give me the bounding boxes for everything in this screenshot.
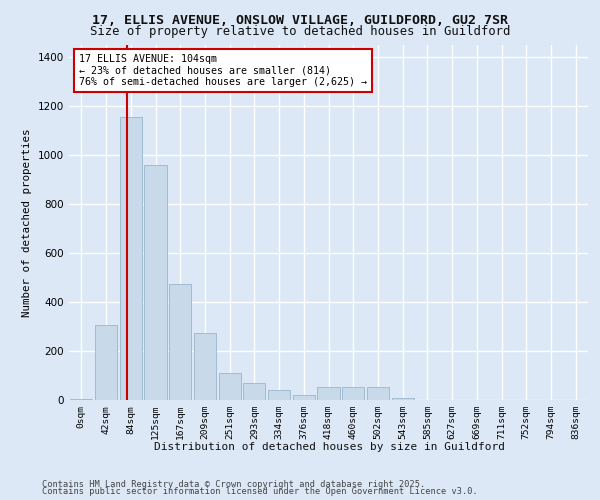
Bar — [342, 386, 364, 400]
Bar — [145, 165, 167, 400]
Text: Size of property relative to detached houses in Guildford: Size of property relative to detached ho… — [90, 25, 510, 38]
Bar — [317, 388, 340, 400]
Bar — [218, 373, 241, 400]
Text: Contains public sector information licensed under the Open Government Licence v3: Contains public sector information licen… — [42, 487, 478, 496]
Text: Contains HM Land Registry data © Crown copyright and database right 2025.: Contains HM Land Registry data © Crown c… — [42, 480, 425, 489]
Bar — [268, 390, 290, 400]
Bar — [95, 324, 117, 400]
Bar — [243, 384, 265, 400]
Y-axis label: Number of detached properties: Number of detached properties — [22, 128, 32, 317]
Text: Distribution of detached houses by size in Guildford: Distribution of detached houses by size … — [155, 442, 505, 452]
Bar — [194, 332, 216, 400]
Text: 17 ELLIS AVENUE: 104sqm
← 23% of detached houses are smaller (814)
76% of semi-d: 17 ELLIS AVENUE: 104sqm ← 23% of detache… — [79, 54, 367, 87]
Bar — [293, 394, 315, 400]
Bar — [169, 284, 191, 400]
Bar — [367, 386, 389, 400]
Bar — [119, 117, 142, 400]
Bar — [392, 398, 414, 400]
Text: 17, ELLIS AVENUE, ONSLOW VILLAGE, GUILDFORD, GU2 7SR: 17, ELLIS AVENUE, ONSLOW VILLAGE, GUILDF… — [92, 14, 508, 27]
